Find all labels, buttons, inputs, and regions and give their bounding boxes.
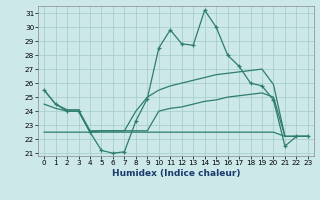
X-axis label: Humidex (Indice chaleur): Humidex (Indice chaleur) xyxy=(112,169,240,178)
